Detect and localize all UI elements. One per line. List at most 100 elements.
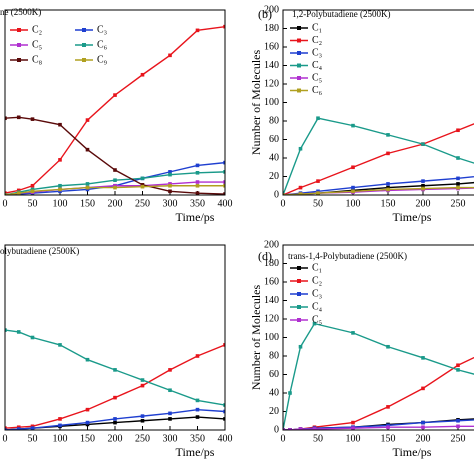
data-point [456, 182, 460, 186]
data-point [30, 187, 35, 192]
data-point [195, 191, 200, 195]
data-point [386, 344, 390, 349]
panel-title: ne (2500K) [0, 7, 41, 17]
y-tick-label: 60 [269, 369, 279, 380]
x-tick-label: 350 [190, 198, 205, 209]
data-point [223, 24, 225, 29]
data-point [223, 183, 225, 188]
data-point [195, 163, 200, 168]
data-point [30, 183, 35, 188]
data-point [456, 156, 460, 160]
data-point [456, 418, 460, 423]
data-point [351, 185, 355, 190]
legend-label: C₅ [312, 314, 322, 325]
plot-frame [282, 244, 474, 431]
x-tick-label: 0 [281, 198, 286, 209]
y-tick-label: 0 [274, 424, 279, 435]
legend-label: C₆ [312, 85, 323, 96]
x-tick-label: 250 [135, 433, 150, 444]
data-point [58, 423, 62, 428]
data-point [113, 395, 117, 400]
x-tick-label: 250 [135, 198, 150, 209]
x-tick-label: 50 [313, 433, 323, 444]
data-point [316, 191, 320, 195]
data-point [195, 407, 200, 412]
data-point [85, 118, 90, 122]
panel: 0501001502002503003504000204060801001201… [249, 239, 474, 459]
plot-frame [282, 9, 474, 196]
data-point [113, 185, 117, 190]
data-point [58, 183, 62, 188]
data-point [5, 426, 7, 430]
data-point [195, 180, 200, 184]
data-point [85, 420, 90, 425]
data-point [140, 383, 145, 388]
x-tick-label: 100 [346, 433, 361, 444]
plot-frame [4, 9, 226, 196]
data-point [298, 344, 303, 349]
plot-area [5, 328, 225, 430]
data-point [113, 93, 117, 97]
data-point [168, 183, 172, 188]
data-point [195, 183, 200, 188]
y-tick-label: 200 [264, 239, 279, 250]
data-point [421, 183, 425, 188]
x-tick-label: 200 [108, 433, 123, 444]
x-tick-label: 100 [53, 433, 68, 444]
legend-label: C₄ [312, 301, 323, 312]
data-point [5, 328, 7, 332]
data-point [456, 368, 460, 372]
legend-label: C₃ [312, 288, 322, 299]
data-point [195, 354, 200, 358]
data-point [195, 415, 200, 419]
legend-label: C₁ [312, 262, 322, 273]
series-line [283, 123, 474, 195]
legend-marker [17, 43, 21, 47]
x-tick-label: 250 [451, 198, 466, 209]
legend-label: C₈ [32, 54, 43, 65]
y-tick-label: 100 [264, 97, 279, 108]
series-line [5, 185, 225, 195]
data-point [140, 414, 145, 418]
data-point [168, 388, 172, 393]
data-point [195, 28, 200, 33]
x-tick-label: 150 [381, 433, 396, 444]
series-line [283, 117, 474, 195]
data-point [58, 417, 62, 421]
data-point [168, 53, 172, 58]
data-point [223, 180, 225, 184]
data-point [386, 425, 390, 430]
data-point [386, 423, 390, 428]
data-point [456, 185, 460, 190]
data-point [298, 185, 303, 190]
data-point [456, 424, 460, 429]
data-point [351, 420, 355, 425]
legend-marker [297, 26, 301, 30]
data-point [421, 356, 425, 360]
data-point [223, 170, 225, 174]
x-tick-label: 400 [218, 198, 233, 209]
x-tick-label: 150 [80, 198, 95, 209]
x-tick-label: 400 [218, 433, 233, 444]
data-point [456, 176, 460, 181]
data-point [421, 179, 425, 183]
y-tick-label: 40 [269, 387, 279, 398]
x-tick-label: 50 [28, 198, 38, 209]
data-point [140, 184, 145, 189]
legend-label: C₉ [97, 54, 108, 65]
legend-marker [82, 43, 86, 47]
data-point [168, 172, 172, 177]
x-tick-label: 200 [416, 198, 431, 209]
data-point [298, 427, 303, 430]
plot-area [283, 116, 474, 195]
data-point [288, 391, 292, 395]
legend-marker [82, 28, 86, 32]
plot-area [283, 321, 474, 430]
legend-marker [297, 51, 301, 55]
legend-label: C₁ [312, 22, 322, 33]
data-point [312, 427, 317, 430]
data-point [316, 179, 320, 183]
series-line [283, 186, 474, 195]
plot-area [5, 24, 225, 195]
